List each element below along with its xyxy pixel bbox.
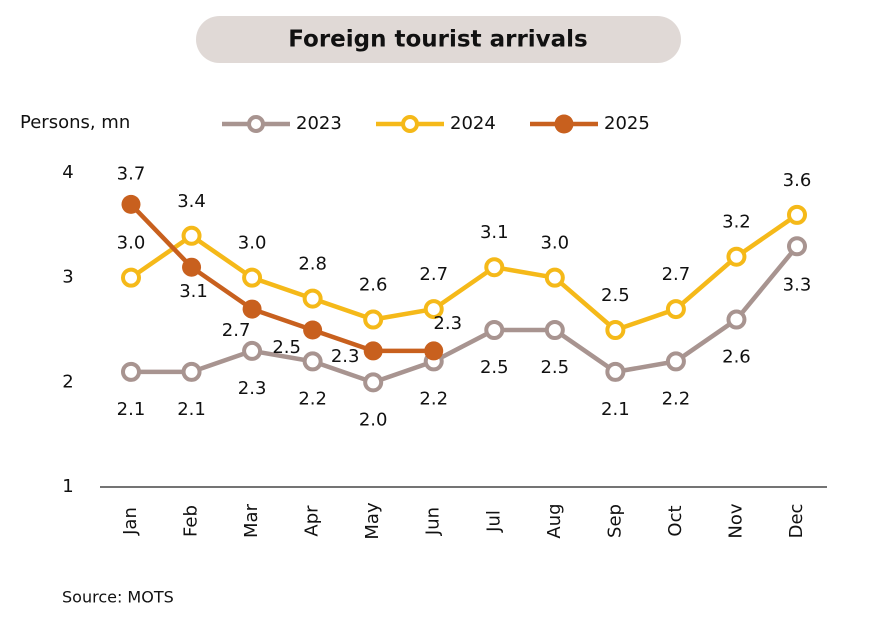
data-label: 2.2	[298, 388, 327, 409]
marker	[787, 236, 807, 257]
marker	[484, 320, 505, 340]
data-label: 2.1	[601, 399, 630, 420]
x-tick-label: Oct	[665, 505, 686, 536]
x-tick-label: Dec	[786, 504, 807, 539]
x-tick-label: Jan	[120, 507, 141, 536]
source: Source: MOTS	[62, 588, 174, 607]
data-label: 2.5	[480, 357, 509, 378]
marker	[363, 372, 384, 393]
marker	[121, 361, 141, 382]
x-tick-label: Sep	[604, 504, 625, 538]
x-tick-label: Aug	[544, 503, 565, 538]
x-tick-label: May	[362, 502, 383, 540]
data-label: 2.1	[117, 399, 146, 420]
x-tick-label: Apr	[302, 505, 323, 537]
data-label: 3.4	[177, 191, 206, 212]
marker	[121, 267, 141, 288]
data-label: 3.1	[480, 222, 509, 243]
series-line	[129, 213, 799, 333]
y-tick-label: 3	[62, 267, 73, 288]
marker	[182, 257, 202, 277]
data-label: 2.3	[238, 378, 267, 399]
marker	[302, 351, 323, 372]
x-tick-label: Nov	[725, 503, 746, 538]
data-label: 2.7	[662, 264, 691, 285]
data-label: 2.2	[662, 388, 691, 409]
legend-marker	[247, 115, 265, 133]
title-pill	[196, 16, 681, 63]
marker	[787, 204, 807, 225]
data-label: 2.0	[359, 409, 388, 430]
marker	[363, 341, 383, 361]
data-label: 2.3	[331, 346, 360, 367]
marker	[726, 246, 747, 267]
marker	[242, 340, 263, 361]
data-label: 2.7	[419, 264, 448, 285]
marker	[181, 225, 202, 246]
marker	[121, 194, 141, 214]
marker	[423, 299, 444, 320]
data-label: 2.3	[433, 313, 462, 334]
x-tick-label: Feb	[181, 505, 202, 537]
y-tick-label: 4	[62, 162, 73, 183]
data-label: 2.5	[601, 285, 630, 306]
data-label: 3.3	[783, 274, 812, 295]
data-label: 3.7	[117, 163, 146, 184]
marker	[665, 351, 686, 372]
marker	[605, 320, 626, 340]
x-tick-label: Mar	[241, 503, 262, 538]
data-label: 3.6	[783, 170, 812, 191]
y-tick-label: 1	[62, 476, 73, 497]
marker	[303, 320, 323, 340]
legend-label: 2025	[604, 113, 650, 134]
marker	[424, 341, 444, 361]
series-line	[129, 202, 434, 354]
marker	[605, 361, 626, 382]
marker	[302, 288, 323, 309]
data-label: 3.0	[540, 233, 569, 254]
data-label: 2.7	[222, 320, 251, 341]
data-label: 2.1	[177, 399, 206, 420]
series-line	[131, 244, 799, 385]
chart-title: Foreign tourist arrivals	[288, 27, 588, 53]
legend-marker	[401, 115, 419, 133]
data-label: 3.0	[238, 233, 267, 254]
data-label: 2.5	[540, 357, 569, 378]
data-label: 2.8	[298, 254, 327, 275]
marker	[665, 299, 686, 320]
legend-label: 2023	[296, 113, 342, 134]
data-label: 2.2	[419, 388, 448, 409]
y-tick-label: 2	[62, 371, 73, 392]
marker	[181, 361, 202, 382]
marker	[363, 309, 384, 330]
data-label: 2.5	[272, 337, 301, 358]
legend-label: 2024	[450, 113, 496, 134]
data-label: 3.0	[117, 233, 146, 254]
y-axis-label: Persons, mn	[20, 112, 130, 133]
legend-marker	[554, 114, 574, 134]
data-label: 2.6	[359, 275, 388, 296]
x-tick-label: Jul	[483, 510, 504, 533]
marker	[484, 257, 505, 278]
data-label: 3.1	[179, 281, 208, 302]
marker	[242, 267, 263, 288]
marker	[544, 267, 565, 288]
marker	[242, 299, 262, 319]
data-label: 3.2	[722, 212, 751, 233]
data-label: 2.6	[722, 347, 751, 368]
marker	[544, 320, 565, 340]
marker	[726, 309, 747, 330]
x-tick-label: Jun	[423, 507, 444, 536]
